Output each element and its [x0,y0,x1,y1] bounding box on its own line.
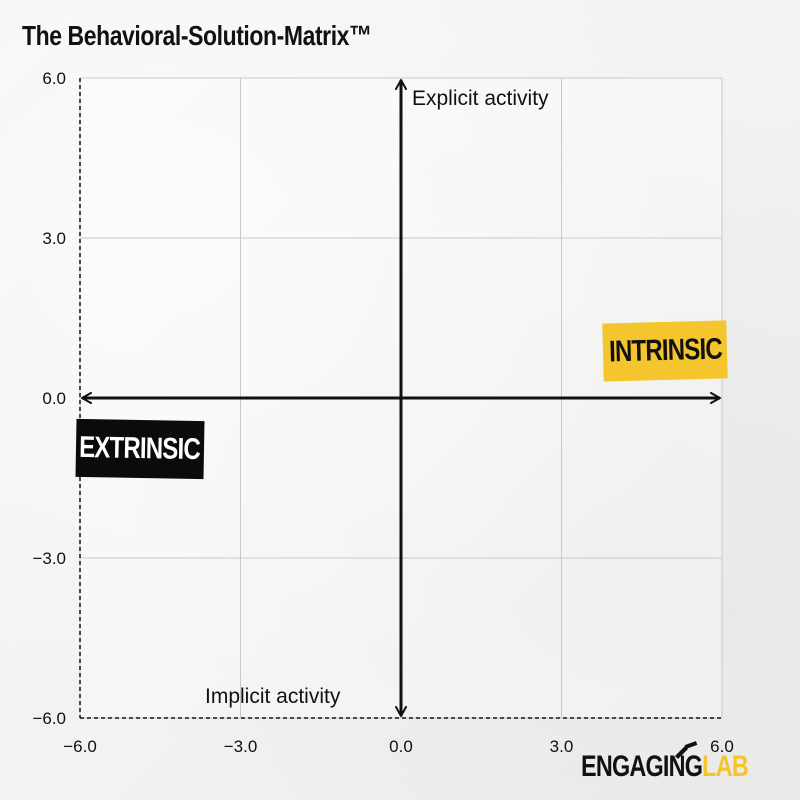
y-tick-label: 0.0 [42,389,66,408]
extrinsic-tag: EXTRINSIC [76,419,205,479]
y-tick-label: 6.0 [42,69,66,88]
y-tick-label: −3.0 [32,549,66,568]
top-axis-label: Explicit activity [412,87,549,110]
x-tick-label: 0.0 [389,737,413,756]
x-tick-label: −3.0 [224,737,258,756]
intrinsic-tag-label: INTRINSIC [608,335,722,368]
x-tick-label: −6.0 [63,737,97,756]
y-tick-label: −6.0 [32,709,66,728]
x-tick-label: 3.0 [550,737,574,756]
intrinsic-tag: INTRINSIC [602,320,727,381]
logo-word-lab: LAB [702,750,748,783]
engaging-lab-logo: ENGAGINGLAB [581,752,748,782]
bottom-axis-label: Implicit activity [205,685,341,708]
extrinsic-tag-label: EXTRINSIC [79,433,200,465]
logo-word-engaging: ENGAGING [581,750,702,783]
y-tick-label: 3.0 [42,229,66,248]
